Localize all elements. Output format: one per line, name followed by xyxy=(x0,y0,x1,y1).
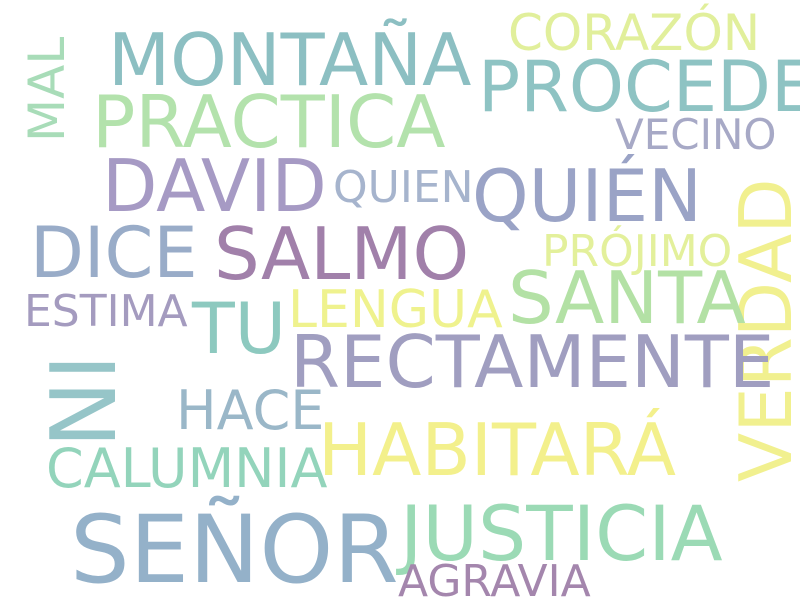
word-montana: MONTAÑA xyxy=(108,18,472,102)
word-habitara: HABITARÁ xyxy=(318,408,677,492)
word-practica: PRACTICA xyxy=(92,80,446,164)
word-justicia: JUSTICIA xyxy=(400,489,723,578)
word-tu: TU xyxy=(192,288,286,370)
word-hace: HACE xyxy=(176,379,325,442)
word-procede: PROCEDE xyxy=(478,46,800,128)
word-david: DAVID xyxy=(102,144,327,228)
word-rectamente: RECTAMENTE xyxy=(290,320,775,404)
word-lengua: LENGUA xyxy=(288,280,503,340)
word-ni: NI xyxy=(32,354,137,448)
word-senor: SEÑOR xyxy=(70,496,399,600)
word-corazon: CORAZÓN xyxy=(508,4,761,62)
word-estima: ESTIMA xyxy=(24,286,188,337)
word-salmo: SALMO xyxy=(214,212,470,296)
word-santa: SANTA xyxy=(508,256,746,340)
word-mal: MAL xyxy=(18,36,76,142)
word-projimo: PRÓJIMO xyxy=(542,226,733,277)
word-quien: QUIEN xyxy=(333,162,474,213)
word-dice: DICE xyxy=(30,212,198,294)
word-vecino: VECINO xyxy=(615,110,777,159)
word-quien-accent: QUIÉN xyxy=(472,154,702,238)
word-agravia: AGRAVIA xyxy=(398,556,591,600)
word-calumnia: CALUMNIA xyxy=(46,437,328,500)
